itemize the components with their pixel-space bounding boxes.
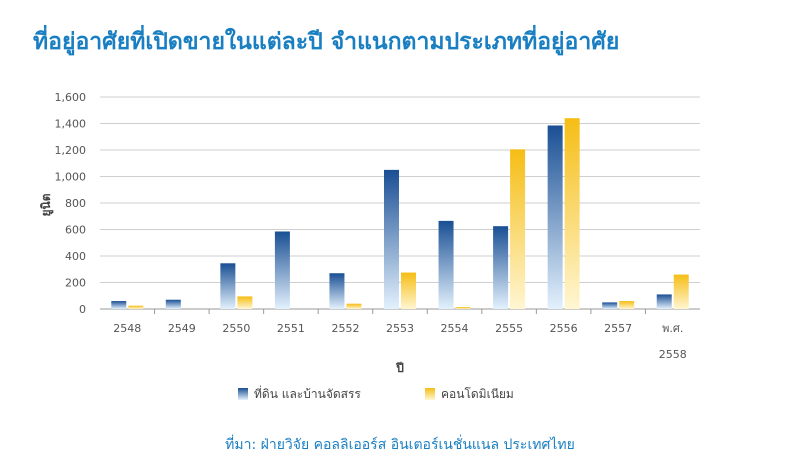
x-tick-label: พ.ศ. 2558 [659,322,687,361]
x-tick-label: 2553 [386,322,414,335]
x-tick-label: 2549 [168,322,196,335]
legend-swatch-condo [425,388,435,400]
bar-condo [455,307,471,309]
bar-housing [547,125,563,309]
y-tick-label: 1,400 [55,118,87,131]
y-axis-ticks: 0 200 400 600 800 1,000 1,200 1,400 1,600 [55,91,87,316]
bar-housing [602,302,618,309]
y-tick-label: 1,200 [55,144,87,157]
x-tick-label: 2557 [604,322,632,335]
bar-condo [128,305,144,309]
source-note: ที่มา: ฝ่ายวิจัย คอลลิเออร์ส อินเตอร์เนช… [225,437,575,453]
bar-housing [274,231,290,309]
y-tick-label: 0 [79,303,86,316]
chart-title: ที่อยู่อาศัยที่เปิดขายในแต่ละปี จำแนกตาม… [33,29,620,55]
bar-condo [673,274,689,309]
bar-condo [619,301,635,309]
y-tick-label: 400 [65,250,86,263]
bar-condo [564,118,580,309]
bar-condo [237,296,253,309]
x-tick-label: 2552 [331,322,359,335]
x-tick-label: 2551 [277,322,305,335]
gridlines [100,96,700,310]
y-tick-label: 1,000 [55,171,87,184]
bar-housing [438,220,454,309]
bar-housing [329,273,345,309]
legend-label: ที่ดิน และบ้านจัดสรร [254,385,361,401]
y-tick-label: 800 [65,197,86,210]
x-tick-label: 2548 [113,322,141,335]
x-tick-label: 2554 [441,322,469,335]
x-axis-ticks: 2548 2549 2550 2551 2552 2553 2554 2555 2556 2557… [113,309,687,361]
bar-condo [346,303,362,309]
legend-label: คอนโดมิเนียม [441,387,514,401]
bar-housing [220,263,236,309]
bar-housing [384,169,399,309]
x-tick-label: 2550 [222,322,250,335]
y-axis-label: ยูนิต [39,193,54,216]
y-tick-label: 600 [65,224,86,237]
legend-swatch-housing [238,388,248,400]
bar-housing [165,299,181,309]
bar-condo [510,149,526,309]
y-tick-label: 200 [65,277,86,290]
x-tick-label: 2556 [550,322,578,335]
x-axis-label: ปี [396,361,405,375]
bar-housing [493,226,509,309]
x-tick-label: 2555 [495,322,523,335]
bar-housing [656,294,672,309]
bar-condo [401,272,416,309]
legend: ที่ดิน และบ้านจัดสรร คอนโดมิเนียม [238,385,514,401]
bar-housing [111,301,127,309]
bars [111,118,689,309]
y-tick-label: 1,600 [55,91,87,104]
